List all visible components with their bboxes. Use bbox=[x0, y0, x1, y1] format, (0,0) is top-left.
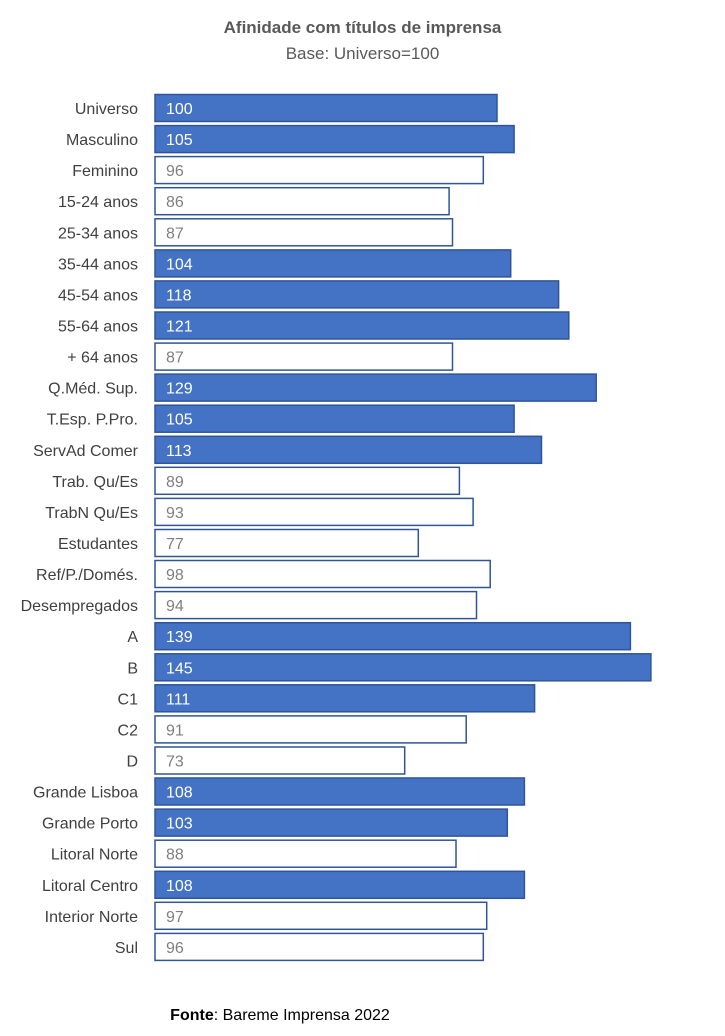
category-label: 45-54 anos bbox=[58, 287, 138, 304]
category-label: Desempregados bbox=[21, 598, 138, 615]
value-label: 145 bbox=[166, 660, 193, 677]
category-label: C2 bbox=[118, 722, 139, 739]
category-label: 35-44 anos bbox=[58, 256, 138, 273]
category-label: D bbox=[126, 753, 138, 770]
category-label: T.Esp. P.Pro. bbox=[47, 412, 138, 429]
category-label: Grande Lisboa bbox=[33, 785, 138, 802]
bar bbox=[154, 155, 485, 185]
bar bbox=[154, 497, 474, 527]
bar bbox=[154, 808, 509, 837]
chart-subtitle: Base: Universo=100 bbox=[285, 44, 440, 63]
value-label: 77 bbox=[166, 536, 184, 553]
bar bbox=[154, 466, 461, 496]
category-label: Grande Porto bbox=[42, 816, 138, 833]
category-label: Litoral Centro bbox=[42, 878, 138, 895]
value-label: 96 bbox=[166, 163, 184, 180]
value-label: 129 bbox=[166, 381, 193, 398]
bar bbox=[154, 684, 536, 713]
category-label: Trab. Qu/Es bbox=[52, 474, 138, 491]
value-label: 88 bbox=[166, 847, 184, 864]
source-separator: : bbox=[213, 1007, 219, 1024]
bar bbox=[154, 715, 467, 744]
bar bbox=[154, 870, 526, 900]
category-label: Feminino bbox=[72, 163, 138, 180]
category-label: Ref/P./Domés. bbox=[36, 567, 138, 584]
bar bbox=[154, 249, 512, 278]
value-label: 87 bbox=[166, 350, 184, 367]
value-label: 105 bbox=[166, 132, 193, 149]
value-label: 108 bbox=[166, 878, 193, 895]
bar bbox=[154, 839, 457, 868]
value-label: 98 bbox=[166, 567, 184, 584]
category-label: 15-24 anos bbox=[58, 194, 138, 211]
bar bbox=[154, 746, 406, 775]
category-label: Interior Norte bbox=[45, 909, 138, 926]
source-note: Fonte: Bareme Imprensa 2022 bbox=[0, 1007, 560, 1025]
bar bbox=[154, 311, 570, 340]
bar bbox=[154, 218, 454, 247]
bar bbox=[154, 186, 450, 216]
bars-layer: Universo 100 Masculino 105 Feminino 96 15-24 a… bbox=[21, 93, 652, 962]
category-label: Masculino bbox=[66, 132, 138, 149]
source-label: Fonte bbox=[170, 1007, 214, 1024]
value-label: 96 bbox=[166, 940, 184, 957]
category-label: Sul bbox=[115, 940, 138, 957]
value-label: 97 bbox=[166, 909, 184, 926]
bar bbox=[154, 559, 491, 589]
value-label: 104 bbox=[166, 256, 193, 273]
value-label: 89 bbox=[166, 474, 184, 491]
source-text: Bareme Imprensa 2022 bbox=[218, 1007, 390, 1024]
category-label: B bbox=[127, 660, 138, 677]
bar bbox=[154, 404, 515, 433]
bar bbox=[154, 124, 515, 154]
value-label: 73 bbox=[166, 753, 184, 770]
value-label: 139 bbox=[166, 629, 193, 646]
category-label: A bbox=[127, 629, 138, 646]
category-label: 25-34 anos bbox=[58, 225, 138, 242]
category-label: Universo bbox=[75, 101, 138, 118]
bar-chart: Universo 100 Masculino 105 Feminino 96 15-24 a… bbox=[21, 93, 652, 962]
value-label: 93 bbox=[166, 505, 184, 522]
value-label: 113 bbox=[166, 443, 192, 460]
value-label: 94 bbox=[166, 598, 184, 615]
bar bbox=[154, 435, 543, 465]
value-label: 86 bbox=[166, 194, 184, 211]
category-label: + 64 anos bbox=[67, 350, 138, 367]
value-label: 100 bbox=[166, 101, 193, 118]
value-label: 111 bbox=[166, 691, 190, 708]
value-label: 118 bbox=[166, 287, 192, 304]
bar bbox=[154, 342, 454, 371]
value-label: 105 bbox=[166, 412, 193, 429]
bar bbox=[154, 621, 632, 651]
bar bbox=[154, 653, 652, 682]
category-label: Estudantes bbox=[58, 536, 138, 553]
category-label: ServAd Comer bbox=[33, 443, 139, 460]
bar bbox=[154, 373, 597, 402]
bar bbox=[154, 528, 420, 558]
category-label: 55-64 anos bbox=[58, 318, 138, 335]
value-label: 91 bbox=[166, 722, 184, 739]
bar bbox=[154, 590, 478, 620]
bar bbox=[154, 280, 560, 309]
chart-title: Afinidade com títulos de imprensa bbox=[223, 18, 502, 37]
category-label: C1 bbox=[118, 691, 139, 708]
bar bbox=[154, 901, 488, 931]
bar bbox=[154, 93, 498, 123]
category-label: Litoral Norte bbox=[51, 847, 138, 864]
value-label: 121 bbox=[166, 318, 193, 335]
value-label: 103 bbox=[166, 816, 193, 833]
value-label: 108 bbox=[166, 785, 193, 802]
category-label: Q.Méd. Sup. bbox=[48, 381, 138, 398]
category-label: TrabN Qu/Es bbox=[45, 505, 138, 522]
value-label: 87 bbox=[166, 225, 184, 242]
bar bbox=[154, 932, 485, 962]
bar bbox=[154, 777, 526, 806]
